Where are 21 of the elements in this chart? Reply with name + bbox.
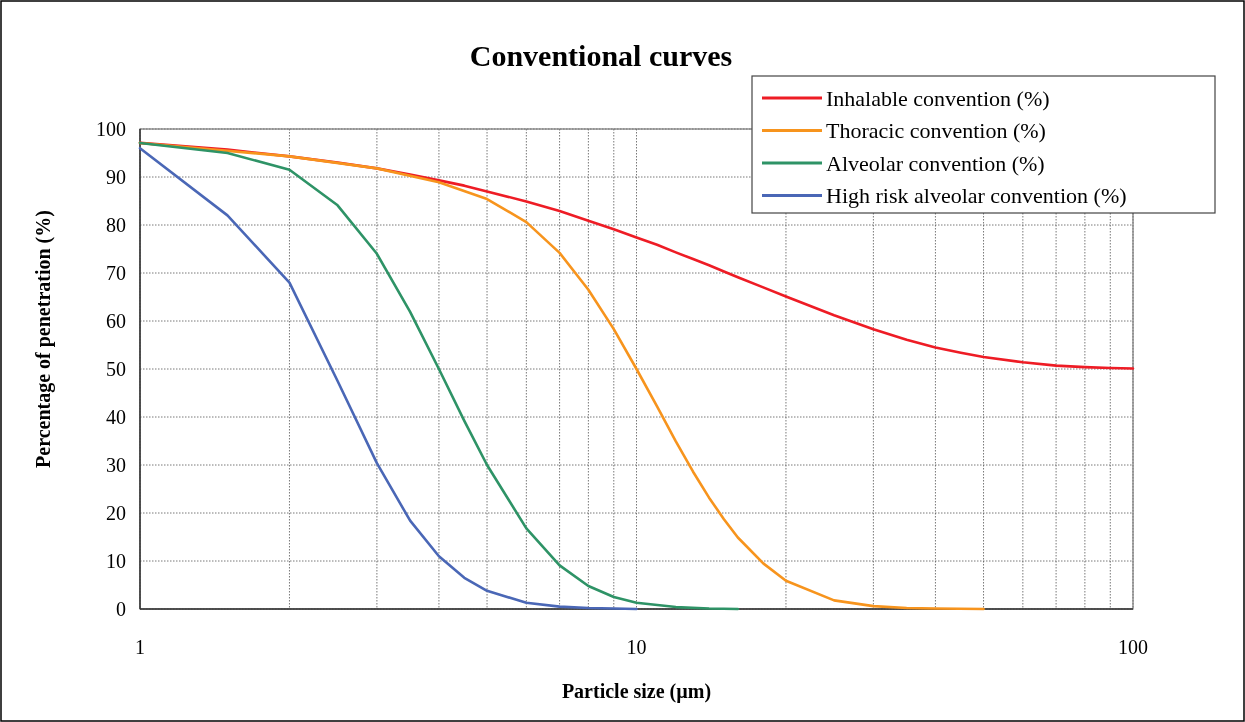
legend-label: Thoracic convention (%) (826, 118, 1046, 144)
y-axis-title: Percentage of penetration (%) (32, 210, 55, 468)
y-tick-label: 20 (106, 502, 126, 524)
y-tick-label: 30 (106, 454, 126, 476)
x-tick-label: 1 (135, 636, 145, 658)
y-tick-label: 70 (106, 262, 126, 284)
x-tick-label: 100 (1118, 636, 1148, 658)
y-tick-label: 0 (116, 598, 126, 620)
legend-label: Inhalable convention (%) (826, 85, 1050, 111)
y-tick-label: 80 (106, 214, 126, 236)
y-tick-label: 100 (96, 118, 126, 140)
y-tick-label: 90 (106, 166, 126, 188)
x-axis-title: Particle size (µm) (561, 680, 712, 703)
y-tick-label: 40 (106, 406, 126, 428)
chart-title: Conventional curves (469, 39, 733, 72)
legend-label: Alveolar convention (%) (826, 150, 1045, 176)
legend-label: High risk alveolar convention (%) (826, 183, 1127, 209)
y-tick-label: 50 (106, 358, 126, 380)
y-tick-label: 60 (106, 310, 126, 332)
y-tick-label: 10 (106, 550, 126, 572)
x-tick-label: 10 (626, 636, 647, 658)
